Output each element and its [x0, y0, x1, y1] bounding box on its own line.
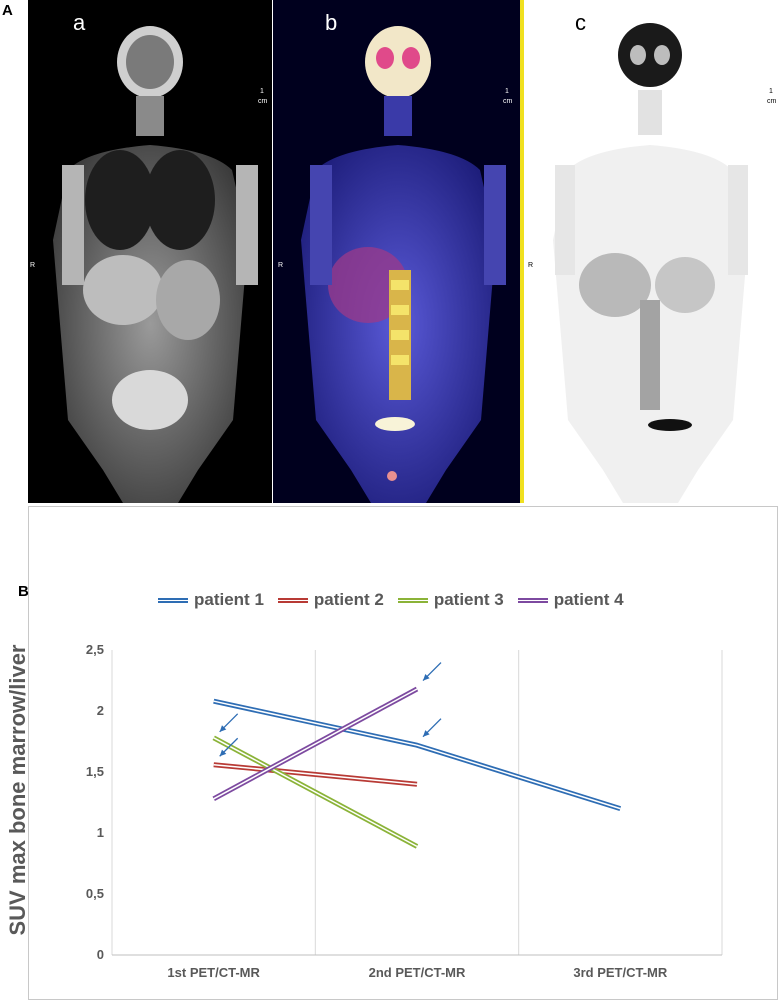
orientation-marker: R — [278, 262, 284, 269]
pet-body-image — [553, 23, 748, 503]
x-tick-label: 2nd PET/CT-MR — [369, 965, 466, 980]
scan-letter: b — [325, 10, 338, 35]
annotation-arrowhead — [423, 730, 430, 737]
legend-swatch — [397, 597, 428, 603]
series-line-patient-1 — [213, 698, 622, 811]
legend-swatch — [277, 597, 308, 603]
legend-item-patient-4: patient 4 — [517, 590, 624, 610]
scale-number: 1 — [505, 88, 509, 95]
scan-mri: a R 1 cm — [28, 0, 272, 503]
series-line-inner — [213, 688, 418, 800]
legend-item-patient-1: patient 1 — [158, 590, 264, 610]
x-tick-label: 3rd PET/CT-MR — [573, 965, 668, 980]
chart-frame — [28, 506, 778, 1000]
y-tick-label: 0,5 — [86, 886, 104, 901]
legend-item-patient-2: patient 2 — [277, 590, 384, 610]
mri-body-image — [53, 26, 258, 503]
scan-letter: c — [575, 10, 586, 35]
annotation-arrowhead — [219, 725, 227, 732]
legend-label: patient 1 — [194, 590, 264, 609]
y-tick-label: 2,5 — [86, 642, 104, 657]
scale-number: 1 — [769, 88, 773, 95]
y-tick-label: 2 — [97, 703, 104, 718]
legend-label: patient 4 — [553, 590, 624, 609]
scan-pet: c R 1 cm — [525, 0, 778, 503]
panel-b-label: B — [18, 583, 29, 600]
annotation-arrowhead — [423, 673, 430, 681]
legend-swatch — [158, 597, 188, 603]
legend-item-patient-3: patient 3 — [397, 590, 504, 610]
annotation-arrowhead — [219, 749, 227, 757]
legend-swatch — [517, 597, 548, 603]
scale-unit: cm — [258, 98, 268, 105]
scan-letter: a — [73, 10, 86, 35]
orientation-marker: R — [528, 262, 534, 269]
series-line-inner — [213, 700, 621, 810]
scan-strip: a R 1 cm — [28, 0, 778, 503]
scale-unit: cm — [767, 98, 777, 105]
series-line-inner — [213, 763, 418, 785]
fused-body-image — [301, 0, 524, 503]
orientation-marker: R — [30, 262, 36, 269]
y-tick-label: 1 — [97, 825, 104, 840]
chart-legend: patient 1 patient 2 patient 3 patient 4 — [158, 590, 624, 610]
legend-label: patient 3 — [433, 590, 504, 609]
legend-label: patient 2 — [313, 590, 384, 609]
y-tick-label: 1,5 — [86, 764, 104, 779]
y-tick-label: 0 — [97, 947, 104, 962]
scale-number: 1 — [260, 88, 264, 95]
series-line-inner — [213, 737, 418, 848]
scan-fused: b R 1 cm — [273, 0, 524, 503]
x-tick-label: 1st PET/CT-MR — [167, 965, 260, 980]
scale-unit: cm — [503, 98, 513, 105]
panel-a-label: A — [2, 2, 13, 19]
